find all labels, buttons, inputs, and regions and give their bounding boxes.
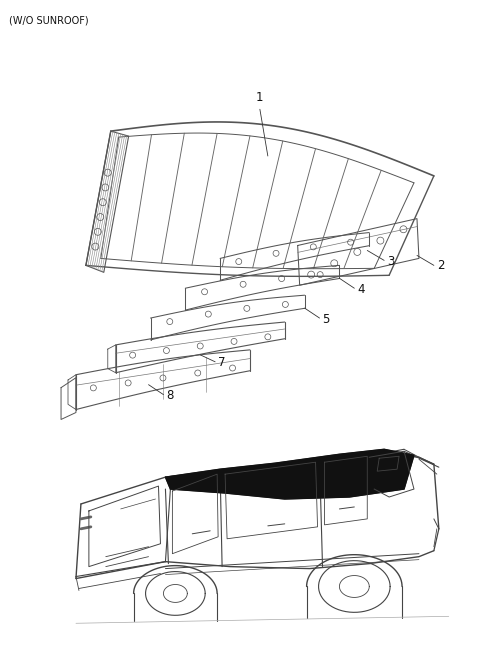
Text: 4: 4: [357, 283, 365, 295]
Text: 1: 1: [256, 91, 264, 104]
Polygon shape: [166, 449, 414, 499]
Text: (W/O SUNROOF): (W/O SUNROOF): [9, 16, 89, 26]
Text: 2: 2: [437, 259, 444, 272]
Text: 5: 5: [323, 312, 330, 326]
Text: 8: 8: [167, 389, 174, 402]
Text: 3: 3: [387, 255, 395, 268]
Text: 7: 7: [218, 356, 226, 369]
